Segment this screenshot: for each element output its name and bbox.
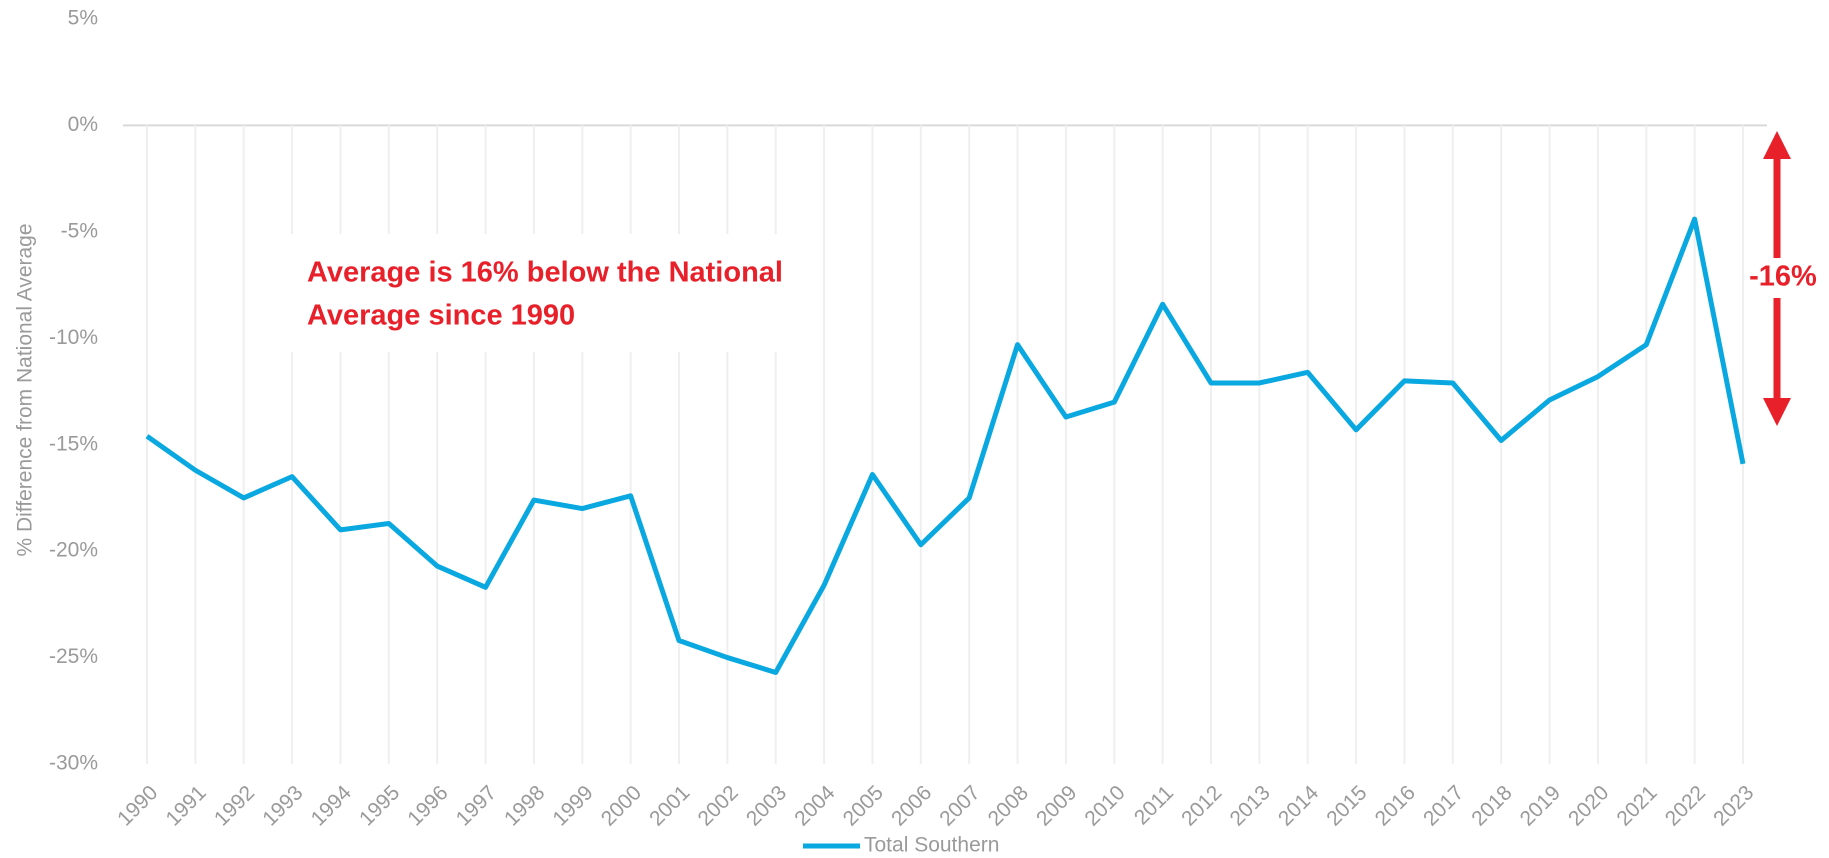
- x-tick-label: 1991: [162, 781, 211, 830]
- y-tick-label: -20%: [49, 539, 98, 562]
- legend-label: Total Southern: [864, 834, 999, 857]
- x-tick-label: 2017: [1419, 781, 1468, 830]
- x-tick-label: 2014: [1274, 781, 1324, 831]
- y-axis-label: % Difference from National Average: [14, 223, 37, 556]
- x-tick-label: 2016: [1371, 781, 1420, 830]
- x-tick-label: 2004: [790, 781, 840, 831]
- y-tick-label: -15%: [49, 432, 98, 455]
- x-tick-label: 2020: [1564, 781, 1613, 830]
- x-tick-label: 1999: [548, 781, 597, 830]
- y-tick-label: 5%: [68, 7, 98, 30]
- y-tick-label: -10%: [49, 326, 98, 349]
- x-tick-label: 2001: [645, 781, 694, 830]
- y-tick-label: 0%: [68, 113, 98, 136]
- x-tick-label: 1993: [258, 781, 307, 830]
- x-tick-label: 2005: [839, 781, 888, 830]
- x-tick-label: 2013: [1226, 781, 1275, 830]
- x-tick-label: 2010: [1080, 781, 1129, 830]
- x-tick-label: 2009: [1032, 781, 1081, 830]
- x-tick-label: 2011: [1130, 781, 1178, 829]
- x-tick-label: 2019: [1516, 781, 1565, 830]
- y-tick-label: -30%: [49, 752, 98, 775]
- x-tick-label: 2008: [984, 781, 1033, 830]
- y-tick-label: -25%: [49, 645, 98, 668]
- x-tick-label: 1994: [307, 781, 357, 831]
- x-tick-label: 1992: [210, 781, 259, 830]
- annotation: Average is 16% below the National: [307, 257, 783, 289]
- x-tick-label: 2007: [935, 781, 984, 830]
- annotation-box: [287, 234, 817, 352]
- x-tick-label: 2012: [1177, 781, 1226, 830]
- x-tick-label: 1998: [500, 781, 549, 830]
- x-tick-label: 2002: [694, 781, 743, 830]
- x-tick-label: 2023: [1709, 781, 1758, 830]
- x-tick-label: 2006: [887, 781, 936, 830]
- x-tick-label: 1996: [403, 781, 452, 830]
- annotation: Average since 1990: [307, 300, 575, 332]
- arrow-label: -16%: [1749, 261, 1817, 293]
- x-tick-label: 2003: [742, 781, 791, 830]
- x-tick-label: 2018: [1467, 781, 1516, 830]
- x-tick-label: 1997: [452, 781, 501, 830]
- x-tick-label: 1995: [355, 781, 404, 830]
- x-tick-label: 2022: [1661, 781, 1710, 830]
- x-tick-label: 1990: [113, 781, 162, 830]
- series-line: [145, 216, 1746, 675]
- x-tick-label: 2000: [597, 781, 646, 830]
- y-tick-label: -5%: [61, 219, 98, 242]
- x-tick-label: 2021: [1612, 781, 1661, 830]
- x-tick-label: 2015: [1322, 781, 1371, 830]
- arrow-label-box: [1748, 258, 1818, 298]
